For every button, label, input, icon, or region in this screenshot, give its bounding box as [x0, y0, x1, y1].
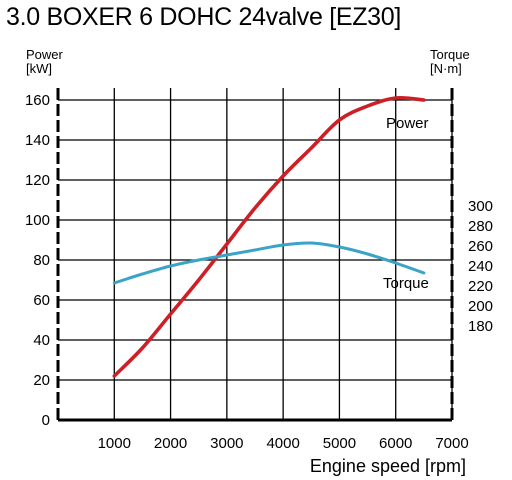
- y-right-tick-label: 200: [468, 298, 493, 315]
- x-tick-label: 4000: [266, 435, 299, 452]
- y-left-label-line1: Power: [26, 47, 64, 62]
- grid: [58, 88, 453, 420]
- axes: [56, 88, 454, 422]
- y-right-tick-label: 240: [468, 258, 493, 275]
- y-left-tick-label: 40: [33, 332, 50, 349]
- y-right-tick-label: 180: [468, 318, 493, 335]
- x-tick-label: 6000: [379, 435, 412, 452]
- y-left-label-line2: [kW]: [26, 61, 52, 76]
- y-right-tick-label: 260: [468, 238, 493, 255]
- y-left-tick-label: 0: [42, 412, 50, 429]
- y-right-label-line1: Torque: [430, 47, 470, 62]
- x-tick-label: 5000: [323, 435, 356, 452]
- series-line-power: [112, 95, 426, 378]
- y-left-tick-label: 140: [25, 132, 50, 149]
- x-tick-label: 7000: [435, 435, 468, 452]
- y-left-tick-label: 20: [33, 372, 50, 389]
- y-right-tick-label: 220: [468, 278, 493, 295]
- series-line-torque: [112, 241, 426, 285]
- y-left-tick-label: 80: [33, 252, 50, 269]
- y-left-tick-label: 160: [25, 92, 50, 109]
- y-right-tick-label: 300: [468, 198, 493, 215]
- chart-title: 3.0 BOXER 6 DOHC 24valve [EZ30]: [6, 3, 402, 31]
- x-tick-label: 2000: [154, 435, 187, 452]
- y-right-tick-label: 280: [468, 218, 493, 235]
- labels: 0 20 40 60 80 100 120 140 160 180 200 220 240 260 280 3…: [25, 47, 493, 476]
- x-axis-label: Engine speed [rpm]: [310, 456, 466, 476]
- y-right-label-line2: [N·m]: [430, 61, 462, 76]
- y-left-tick-label: 100: [25, 212, 50, 229]
- x-tick-label: 1000: [98, 435, 131, 452]
- series-label-power: Power: [386, 115, 429, 132]
- series-layer: [112, 95, 426, 378]
- y-left-tick-label: 120: [25, 172, 50, 189]
- x-tick-label: 3000: [210, 435, 243, 452]
- y-left-tick-label: 60: [33, 292, 50, 309]
- series-label-torque: Torque: [383, 275, 429, 292]
